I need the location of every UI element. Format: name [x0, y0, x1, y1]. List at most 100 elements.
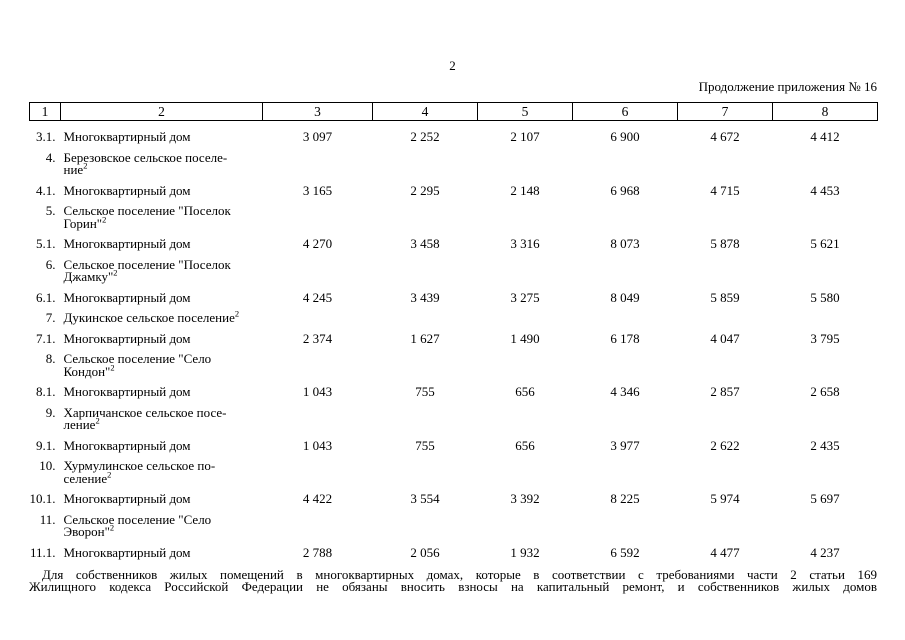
cell-value: 5 859 — [710, 289, 740, 305]
row-label-text: Многоквартирный дом — [63, 236, 191, 251]
cell-value — [478, 349, 573, 382]
cell-value — [773, 510, 878, 543]
cell-value — [373, 148, 478, 181]
row-number: 7.1. — [36, 330, 56, 346]
cell-value: 4 422 — [302, 491, 333, 506]
row-label-text: Сельское поселение "Поселок Джамку" — [63, 256, 231, 284]
row-number: 7. — [45, 310, 56, 325]
cell-value: 3 165 — [302, 182, 333, 198]
row-label: Сельское поселение "Село Эворон"2 — [61, 510, 263, 543]
cell-value — [573, 403, 678, 436]
table-row: 10. Хурмулинское сельское по- селение2 — [30, 456, 878, 489]
cell-value: 8 049 — [610, 289, 640, 305]
cell-value — [678, 510, 773, 543]
table-row: 10.1. Многоквартирный дом 4 422 3 554 3 392 8… — [30, 489, 878, 510]
table-row: 5. Сельское поселение "Поселок Горин"2 — [30, 201, 878, 234]
row-number: 5.1. — [36, 236, 56, 251]
cell-value: 5 580 — [810, 289, 840, 305]
cell-value: 2 252 — [410, 129, 440, 144]
cell-value — [573, 201, 678, 234]
cell-value: 4 346 — [610, 384, 640, 399]
cell-value: 3 097 — [302, 129, 333, 144]
column-header: 4 — [372, 102, 478, 121]
footnote-marker: 2 — [95, 415, 100, 426]
cell-value: 2 107 — [510, 129, 540, 144]
footnote: Для собственников жилых помещений в мног… — [29, 568, 877, 592]
cell-value: 4 715 — [710, 182, 740, 198]
cell-value — [478, 201, 573, 234]
cell-value: 3 275 — [510, 289, 540, 305]
cell-value: 2 435 — [810, 437, 840, 453]
row-number: 10.1. — [29, 491, 56, 506]
row-label: Многоквартирный дом — [61, 288, 263, 309]
cell-value — [773, 148, 878, 181]
cell-value: 4 453 — [810, 182, 840, 198]
cell-value — [373, 201, 478, 234]
table-row: 3.1. Многоквартирный дом 3 097 2 252 2 107 6 … — [30, 121, 878, 148]
row-label-text: Хурмулинское сельское по- селение — [63, 458, 216, 486]
table-row: 9. Харпичанское сельское посе- ление2 — [30, 403, 878, 436]
cell-value: 5 974 — [710, 491, 740, 506]
row-label-text: Харпичанское сельское посе- ление — [63, 404, 227, 432]
cell-value: 4 237 — [810, 544, 840, 560]
cell-value — [773, 201, 878, 234]
table-row: 8.1. Многоквартирный дом 1 043 755 656 4 346 2… — [30, 382, 878, 403]
cell-value: 2 788 — [302, 544, 333, 560]
row-number: 10. — [39, 458, 56, 473]
cell-value — [678, 308, 773, 329]
cell-value: 3 316 — [510, 236, 540, 251]
row-label: Многоквартирный дом — [61, 382, 263, 403]
footnote-marker: 2 — [234, 308, 240, 319]
row-label: Сельское поселение "Село Кондон"2 — [61, 349, 263, 382]
row-number: 9.1. — [36, 437, 56, 453]
row-number: 6. — [45, 256, 56, 272]
cell-value — [678, 456, 773, 489]
cell-value: 2 148 — [510, 182, 540, 198]
footnote-marker: 2 — [110, 362, 115, 373]
row-label: Хурмулинское сельское по- селение2 — [61, 456, 263, 489]
table-row: 6.1. Многоквартирный дом 4 245 3 439 3 275 8 … — [30, 288, 878, 309]
cell-value — [773, 349, 878, 382]
cell-value — [263, 308, 373, 329]
cell-value — [678, 349, 773, 382]
row-label: Сельское поселение "Поселок Горин"2 — [61, 201, 263, 234]
footnote-marker: 2 — [102, 214, 107, 225]
cell-value — [573, 148, 678, 181]
cell-value: 5 697 — [810, 491, 840, 506]
cell-value — [373, 403, 478, 436]
table-row: 8. Сельское поселение "Село Кондон"2 — [30, 349, 878, 382]
row-label: Харпичанское сельское посе- ление2 — [61, 403, 263, 436]
row-number: 4.1. — [36, 182, 56, 198]
footnote-marker: 2 — [109, 522, 115, 533]
cell-value: 3 439 — [410, 289, 440, 305]
cell-value — [263, 255, 373, 288]
cell-value — [678, 403, 773, 436]
column-header: 8 — [772, 102, 878, 121]
cell-value: 1 932 — [510, 544, 540, 560]
column-header: 7 — [677, 102, 773, 121]
row-label-text: Многоквартирный дом — [63, 544, 191, 560]
row-number: 6.1. — [36, 289, 56, 305]
table-row: 5.1. Многоквартирный дом 4 270 3 458 3 316 8 … — [30, 234, 878, 255]
row-number: 8.1. — [36, 384, 56, 399]
cell-value — [373, 456, 478, 489]
cell-value — [263, 510, 373, 543]
row-label-text: Многоквартирный дом — [63, 289, 191, 305]
row-label: Многоквартирный дом — [61, 329, 263, 350]
cell-value: 656 — [515, 437, 535, 453]
row-label-text: Многоквартирный дом — [63, 384, 191, 399]
row-number: 4. — [45, 149, 56, 165]
table-row: 6. Сельское поселение "Поселок Джамку"2 — [30, 255, 878, 288]
cell-value — [478, 456, 573, 489]
footnote-marker: 2 — [107, 469, 112, 480]
cell-value — [573, 456, 678, 489]
cell-value: 4 412 — [810, 129, 840, 144]
row-label-text: Многоквартирный дом — [63, 129, 191, 144]
cell-value: 2 857 — [710, 384, 740, 399]
cell-value — [373, 349, 478, 382]
table-row: 11.1. Многоквартирный дом 2 788 2 056 1 932 6… — [30, 543, 878, 564]
cell-value — [573, 255, 678, 288]
cell-value — [478, 510, 573, 543]
